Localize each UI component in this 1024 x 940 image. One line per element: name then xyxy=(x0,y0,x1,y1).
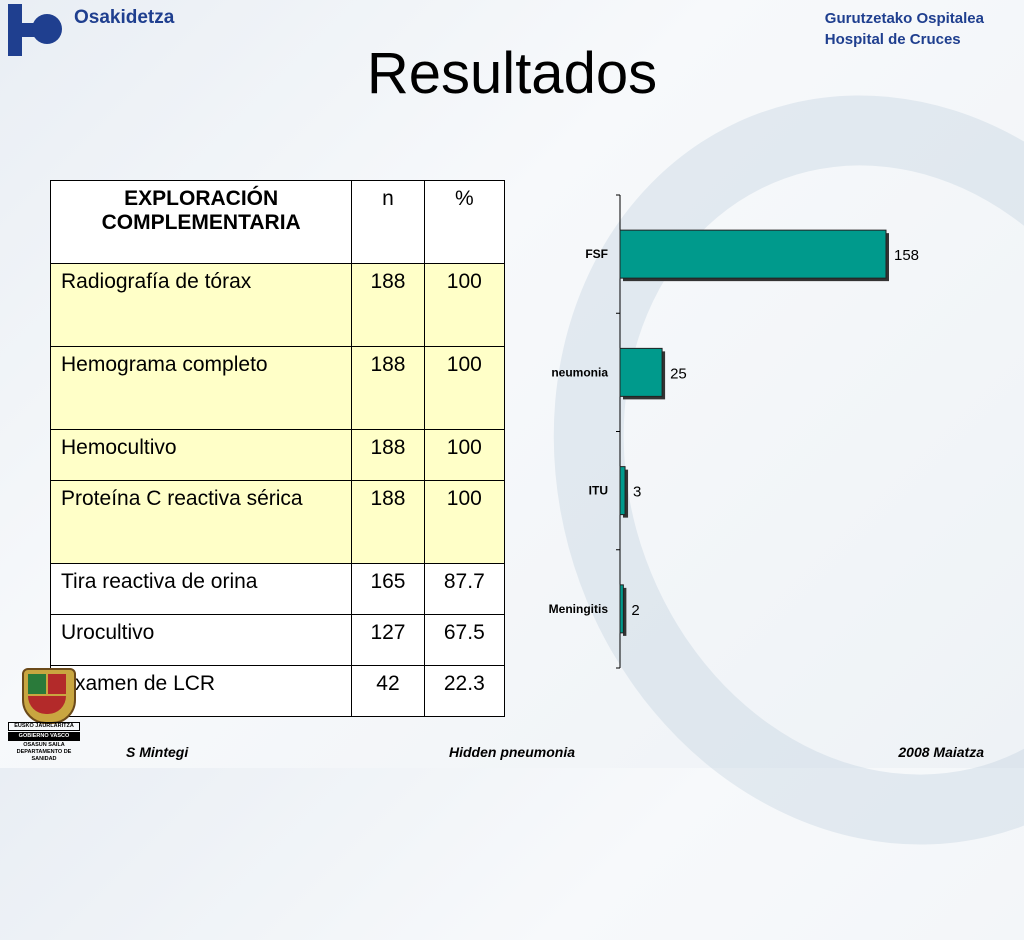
hospital-name: Gurutzetako Ospitalea Hospital de Cruces xyxy=(825,8,984,50)
osakidetza-logo: Osakidetza xyxy=(8,4,174,56)
table-row: Radiografía de tórax 188 100 xyxy=(49,263,506,347)
row-percent: 22.3 xyxy=(423,665,506,717)
logo-text: Osakidetza xyxy=(74,7,175,28)
footer-author: S Mintegi xyxy=(126,744,189,760)
row-n: 127 xyxy=(351,614,425,666)
row-n: 188 xyxy=(351,263,425,347)
osakidetza-mark-icon xyxy=(8,4,62,56)
category-label: Meningitis xyxy=(549,602,609,616)
row-label: Urocultivo xyxy=(49,614,353,666)
value-label: 158 xyxy=(894,247,919,264)
bar-neumonia xyxy=(619,347,663,397)
row-label: Hemograma completo xyxy=(49,346,353,430)
table-row: Proteína C reactiva sérica 188 100 xyxy=(49,480,506,564)
table-header-percent: % xyxy=(423,180,506,264)
row-n: 165 xyxy=(351,563,425,615)
footer-date: 2008 Maiatza xyxy=(898,744,984,760)
row-percent: 100 xyxy=(423,263,506,347)
row-n: 188 xyxy=(351,429,425,481)
table-header-n: n xyxy=(351,180,425,264)
table-row: Hemograma completo 188 100 xyxy=(49,346,506,430)
table-row: Tira reactiva de orina 165 87.7 xyxy=(49,563,506,615)
row-percent: 87.7 xyxy=(423,563,506,615)
row-label: Proteína C reactiva sérica xyxy=(49,480,353,564)
category-label: neumonia xyxy=(551,365,608,379)
bar-shadow xyxy=(623,587,627,636)
row-n: 188 xyxy=(351,480,425,564)
table-header-row: EXPLORACIÓN COMPLEMENTARIA n % xyxy=(49,180,506,264)
table-row: Examen de LCR 42 22.3 xyxy=(49,665,506,717)
row-n: 188 xyxy=(351,346,425,430)
row-percent: 100 xyxy=(423,346,506,430)
row-label: Radiografía de tórax xyxy=(49,263,353,347)
row-percent: 100 xyxy=(423,429,506,481)
results-table: EXPLORACIÓN COMPLEMENTARIA n % Radiograf… xyxy=(49,180,506,717)
row-label: Hemocultivo xyxy=(49,429,353,481)
basque-government-seal-icon xyxy=(14,668,80,724)
row-label: Examen de LCR xyxy=(49,665,353,717)
table-row: Hemocultivo 188 100 xyxy=(49,429,506,481)
bar-fsf xyxy=(619,229,887,279)
footer-topic: Hidden pneumonia xyxy=(449,744,575,760)
category-label: FSF xyxy=(585,247,608,261)
value-label: 3 xyxy=(633,484,641,501)
table-header-exploration: EXPLORACIÓN COMPLEMENTARIA xyxy=(49,180,353,264)
gov-line3: OSASUN SAILA xyxy=(23,742,65,748)
slide-title: Resultados xyxy=(366,41,658,106)
row-percent: 67.5 xyxy=(423,614,506,666)
bar-meningitis xyxy=(619,584,624,634)
gov-line2: GOBIERNO VASCO xyxy=(8,732,80,741)
gov-line4: DEPARTAMENTO DE SANIDAD xyxy=(16,749,72,762)
value-label: 2 xyxy=(631,602,639,619)
bar-itu xyxy=(619,466,626,516)
row-label: Tira reactiva de orina xyxy=(49,563,353,615)
row-percent: 100 xyxy=(423,480,506,564)
row-n: 42 xyxy=(351,665,425,717)
hospital-name-basque: Gurutzetako Ospitalea xyxy=(824,10,984,27)
gov-line1: EUSKO JAURLARITZA xyxy=(8,722,80,731)
hospital-name-spanish: Hospital de Cruces xyxy=(824,31,961,48)
diagnosis-bar-chart: FSF 158 neumonia 25 ITU 3 Meningitis 2 xyxy=(549,194,919,669)
value-label: 25 xyxy=(670,365,687,382)
category-label: ITU xyxy=(589,484,608,498)
basque-government-label: EUSKO JAURLARITZA GOBIERNO VASCO OSASUN … xyxy=(8,722,80,763)
table-row: Urocultivo 127 67.5 xyxy=(49,614,506,666)
